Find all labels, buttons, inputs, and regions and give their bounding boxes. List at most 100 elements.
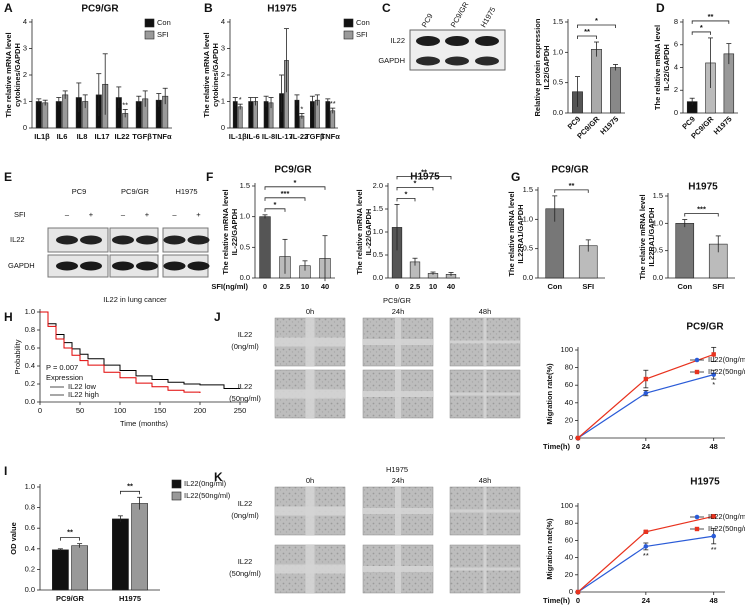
bar	[71, 545, 88, 591]
x-tick-label: IL22	[114, 132, 129, 141]
significance-bracket	[396, 187, 434, 191]
lane-label: H1975	[479, 5, 498, 29]
significance-bracket	[264, 197, 306, 201]
significance-label: **	[584, 27, 590, 36]
chart-title: H1975	[267, 4, 297, 15]
panel-letter: F	[206, 170, 213, 184]
bar	[42, 102, 49, 129]
y-tick-label: 0.0	[25, 397, 35, 406]
y-tick-label: 20	[565, 415, 573, 424]
wound-gap	[363, 566, 433, 572]
significance-label: **	[711, 545, 717, 554]
x-tick-label: 0	[263, 282, 267, 291]
y-tick-label: 4	[23, 17, 27, 26]
significance-label: **	[122, 100, 128, 109]
y-tick-label: 4	[674, 62, 678, 71]
y-axis-label: The relative mRNA level	[4, 32, 13, 117]
y-axis-label: Relative protein expression	[533, 18, 542, 116]
lane-label: H1975	[175, 187, 197, 196]
x-tick-label: SFI	[712, 282, 724, 291]
legend-label: Con	[356, 18, 370, 27]
y-tick-label: 0.0	[373, 273, 383, 282]
significance-label: *	[300, 104, 303, 113]
wound-gap	[275, 337, 345, 347]
y-tick-label: 1.5	[553, 17, 563, 26]
x-tick-label: 24	[642, 596, 651, 605]
significance-label: *	[239, 95, 242, 104]
chart-title: PC9/GR	[274, 165, 312, 176]
significance-bracket	[577, 24, 616, 29]
y-tick-label: 60	[565, 380, 573, 389]
legend-label: SFI	[356, 30, 368, 39]
y-axis-label: IL22RA1/GAPDH	[647, 207, 656, 266]
legend-swatch	[144, 30, 155, 40]
y-tick-label: 1.5	[653, 191, 663, 200]
y-tick-label: 1.0	[25, 482, 35, 491]
x-tick-label: 40	[321, 282, 329, 291]
time-label: 48h	[479, 476, 492, 485]
bar	[62, 94, 69, 129]
significance-bracket	[396, 176, 452, 180]
y-tick-label: 0	[221, 123, 225, 132]
y-axis-label: The relative mRNA level	[355, 189, 364, 274]
point	[643, 390, 649, 396]
panel-letter: K	[214, 470, 223, 484]
x-tick-label: IL-6	[246, 132, 259, 141]
y-tick-label: 1.5	[240, 181, 250, 190]
legend-marker	[694, 357, 700, 363]
x-tick-label: 10	[301, 282, 309, 291]
bar	[259, 216, 271, 279]
cell-line-label: H1975	[386, 465, 408, 474]
y-axis-label: Migration rate(%)	[545, 363, 554, 425]
significance-label: **	[421, 167, 427, 176]
y-tick-label: 0.2	[25, 564, 35, 573]
row-label: IL22	[238, 382, 253, 391]
y-tick-label: 1.0	[25, 307, 35, 316]
legend-marker	[694, 369, 700, 375]
legend-label: IL22(50ng/ml)	[708, 524, 745, 533]
y-tick-label: 0.4	[25, 544, 35, 553]
y-tick-label: 1.0	[373, 227, 383, 236]
y-axis-label: cytokines/GAPDH	[211, 43, 220, 107]
y-axis-label: Probability	[13, 339, 22, 374]
x-axis-label: Time(h)	[543, 442, 570, 451]
significance-bracket	[264, 208, 286, 212]
legend-label: IL22 low	[68, 382, 97, 391]
treatment-mark: –	[65, 210, 70, 219]
treatment-mark: +	[196, 210, 201, 219]
y-tick-label: 6	[674, 40, 678, 49]
significance-label: *	[595, 16, 598, 25]
y-tick-label: 40	[565, 553, 573, 562]
panel-letter: E	[4, 170, 12, 184]
treatment-mark: –	[172, 210, 177, 219]
bar	[591, 48, 602, 114]
y-tick-label: 0.8	[25, 325, 35, 334]
significance-label: *	[414, 178, 417, 187]
treatment-mark: –	[121, 210, 126, 219]
time-label: 24h	[392, 307, 405, 316]
p-value: P = 0.007	[46, 363, 78, 372]
wound-gap	[363, 391, 433, 397]
wound-gap	[450, 509, 520, 513]
point	[711, 533, 716, 539]
significance-label: *	[712, 380, 715, 389]
x-tick-label: 0	[38, 406, 42, 415]
legend-label: IL22(0ng/ml)	[708, 355, 745, 364]
y-tick-label: 0.0	[553, 108, 563, 117]
y-tick-label: 1.0	[553, 47, 563, 56]
x-tick-label: H1975	[598, 114, 620, 136]
x-tick-label: 48	[710, 596, 718, 605]
y-tick-label: 20	[565, 570, 573, 579]
y-tick-label: 1.5	[373, 204, 383, 213]
y-tick-label: 0.0	[240, 273, 250, 282]
chart-title: H1975	[410, 172, 440, 183]
point	[643, 544, 649, 549]
bar	[112, 518, 129, 591]
y-tick-label: 8	[674, 17, 678, 26]
protein-label: GAPDH	[378, 56, 405, 65]
y-tick-label: 1	[23, 96, 27, 105]
bar	[237, 106, 243, 129]
x-axis-label: Time(h)	[543, 596, 570, 605]
y-tick-label: 1.0	[240, 212, 250, 221]
